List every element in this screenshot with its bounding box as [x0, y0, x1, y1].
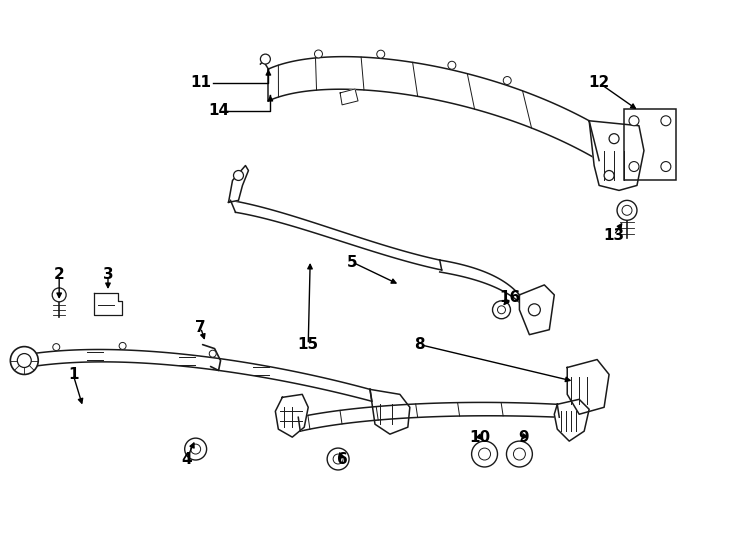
Text: 4: 4 [181, 451, 192, 467]
Circle shape [661, 116, 671, 126]
Polygon shape [230, 200, 442, 270]
Text: 13: 13 [603, 228, 625, 242]
Polygon shape [269, 57, 599, 160]
Text: 6: 6 [337, 451, 347, 467]
Text: 12: 12 [589, 76, 610, 91]
Text: 14: 14 [208, 103, 229, 118]
Circle shape [10, 347, 38, 374]
Polygon shape [94, 293, 122, 315]
Circle shape [609, 134, 619, 144]
Circle shape [185, 438, 206, 460]
Circle shape [53, 343, 59, 350]
Text: 5: 5 [346, 254, 357, 269]
Circle shape [528, 304, 540, 316]
Text: 11: 11 [190, 76, 211, 91]
Polygon shape [228, 166, 248, 202]
Polygon shape [567, 360, 609, 414]
Circle shape [191, 444, 200, 454]
Polygon shape [370, 389, 410, 434]
Polygon shape [554, 400, 589, 441]
Circle shape [448, 61, 456, 69]
Circle shape [327, 448, 349, 470]
Circle shape [604, 171, 614, 180]
Circle shape [472, 441, 498, 467]
Polygon shape [298, 402, 559, 431]
Circle shape [498, 306, 506, 314]
Circle shape [377, 50, 385, 58]
Polygon shape [440, 260, 532, 318]
Polygon shape [275, 394, 308, 437]
Polygon shape [26, 349, 372, 401]
Circle shape [333, 454, 343, 464]
Text: 16: 16 [499, 291, 520, 305]
Circle shape [119, 342, 126, 349]
Text: 2: 2 [54, 267, 65, 282]
Bar [624, 109, 676, 180]
Circle shape [209, 350, 217, 357]
Circle shape [479, 448, 490, 460]
Circle shape [514, 448, 526, 460]
Circle shape [504, 77, 511, 84]
Text: 8: 8 [415, 337, 425, 352]
Text: 15: 15 [298, 337, 319, 352]
Circle shape [661, 161, 671, 172]
Circle shape [629, 116, 639, 126]
Polygon shape [589, 121, 644, 191]
Circle shape [233, 171, 244, 180]
Circle shape [629, 161, 639, 172]
Circle shape [18, 354, 32, 368]
Text: 10: 10 [469, 430, 490, 444]
Circle shape [493, 301, 510, 319]
Circle shape [617, 200, 637, 220]
Text: 1: 1 [68, 367, 79, 382]
Text: 3: 3 [103, 267, 113, 282]
Text: 9: 9 [518, 430, 528, 444]
Circle shape [314, 50, 322, 58]
Circle shape [622, 205, 632, 215]
Circle shape [52, 288, 66, 302]
Polygon shape [340, 89, 358, 105]
Circle shape [261, 54, 270, 64]
Text: 7: 7 [195, 320, 206, 335]
Polygon shape [520, 285, 554, 335]
Circle shape [506, 441, 532, 467]
